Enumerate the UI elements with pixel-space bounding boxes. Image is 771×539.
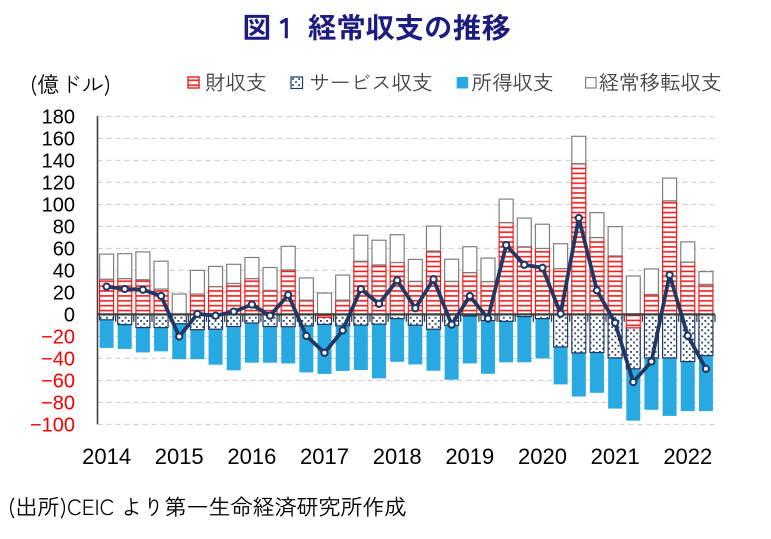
svg-text:60: 60: [53, 238, 75, 260]
svg-text:180: 180: [42, 106, 75, 128]
svg-text:2015: 2015: [155, 444, 204, 469]
svg-text:−60: −60: [41, 370, 75, 392]
svg-text:0: 0: [64, 304, 75, 326]
svg-text:−20: −20: [41, 326, 75, 348]
svg-text:2014: 2014: [82, 444, 131, 469]
svg-text:100: 100: [42, 194, 75, 216]
svg-text:2020: 2020: [518, 444, 567, 469]
svg-text:−80: −80: [41, 392, 75, 414]
svg-text:2017: 2017: [300, 444, 349, 469]
svg-text:2021: 2021: [591, 444, 640, 469]
svg-text:120: 120: [42, 172, 75, 194]
svg-text:2022: 2022: [663, 444, 712, 469]
svg-text:20: 20: [53, 282, 75, 304]
svg-text:40: 40: [53, 260, 75, 282]
svg-text:2018: 2018: [373, 444, 422, 469]
svg-text:−100: −100: [30, 414, 75, 436]
svg-text:80: 80: [53, 216, 75, 238]
svg-text:160: 160: [42, 128, 75, 150]
svg-text:−40: −40: [41, 348, 75, 370]
svg-text:2019: 2019: [445, 444, 494, 469]
svg-text:2016: 2016: [227, 444, 276, 469]
svg-text:140: 140: [42, 150, 75, 172]
